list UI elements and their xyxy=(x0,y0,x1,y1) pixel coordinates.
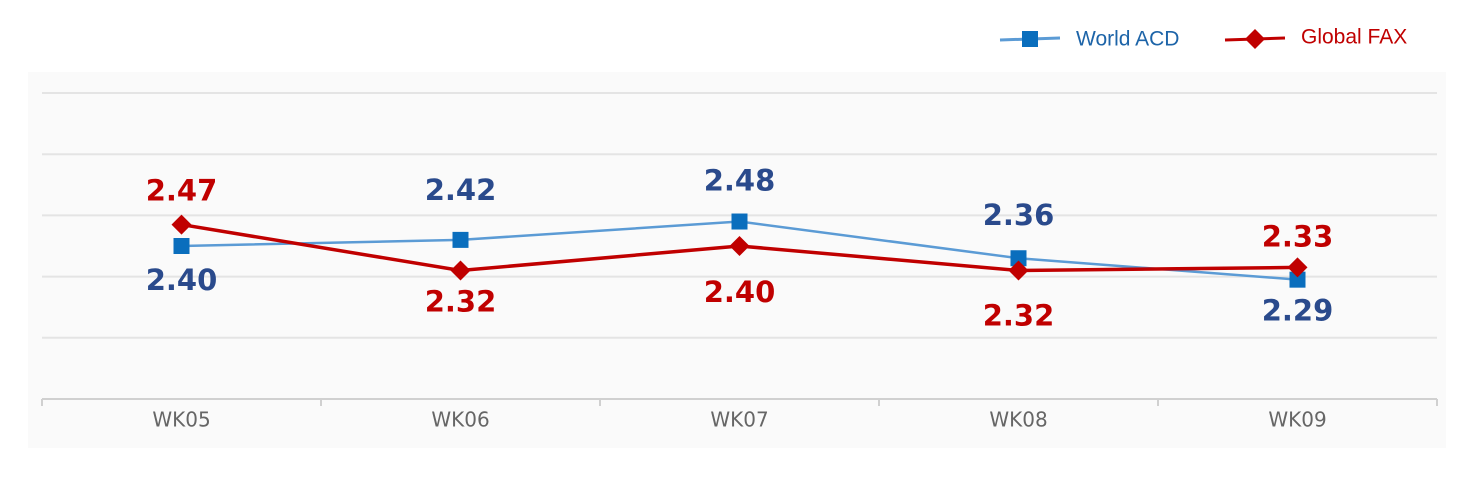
marker xyxy=(1008,260,1029,281)
x-tick-label: WK05 xyxy=(152,408,210,432)
x-tick-label: WK07 xyxy=(710,408,768,432)
data-label: 2.32 xyxy=(425,284,497,318)
marker xyxy=(1010,250,1027,267)
marker xyxy=(1289,271,1306,288)
data-label: 2.47 xyxy=(146,174,218,208)
legend-label: World ACD xyxy=(1076,28,1179,51)
plot-background xyxy=(28,72,1446,448)
marker xyxy=(173,238,190,254)
legend-label: Global FAX xyxy=(1301,26,1407,49)
marker xyxy=(729,236,750,256)
data-label: 2.32 xyxy=(983,298,1055,332)
data-label: 2.40 xyxy=(146,263,218,297)
x-tick-label: WK09 xyxy=(1268,408,1326,432)
data-label: 2.48 xyxy=(704,164,776,198)
data-label: 2.33 xyxy=(1262,219,1334,253)
x-tick-label: WK08 xyxy=(989,408,1047,432)
data-label: 2.40 xyxy=(704,275,776,309)
marker xyxy=(1022,31,1038,47)
marker xyxy=(731,213,748,230)
x-tick-label: WK06 xyxy=(431,408,489,432)
marker xyxy=(171,214,192,235)
marker xyxy=(1245,29,1265,49)
marker xyxy=(450,260,471,281)
data-label: 2.42 xyxy=(425,173,497,207)
marker xyxy=(1287,257,1308,278)
data-label: 2.29 xyxy=(1262,294,1334,328)
data-label: 2.36 xyxy=(983,198,1055,232)
marker xyxy=(452,231,469,248)
